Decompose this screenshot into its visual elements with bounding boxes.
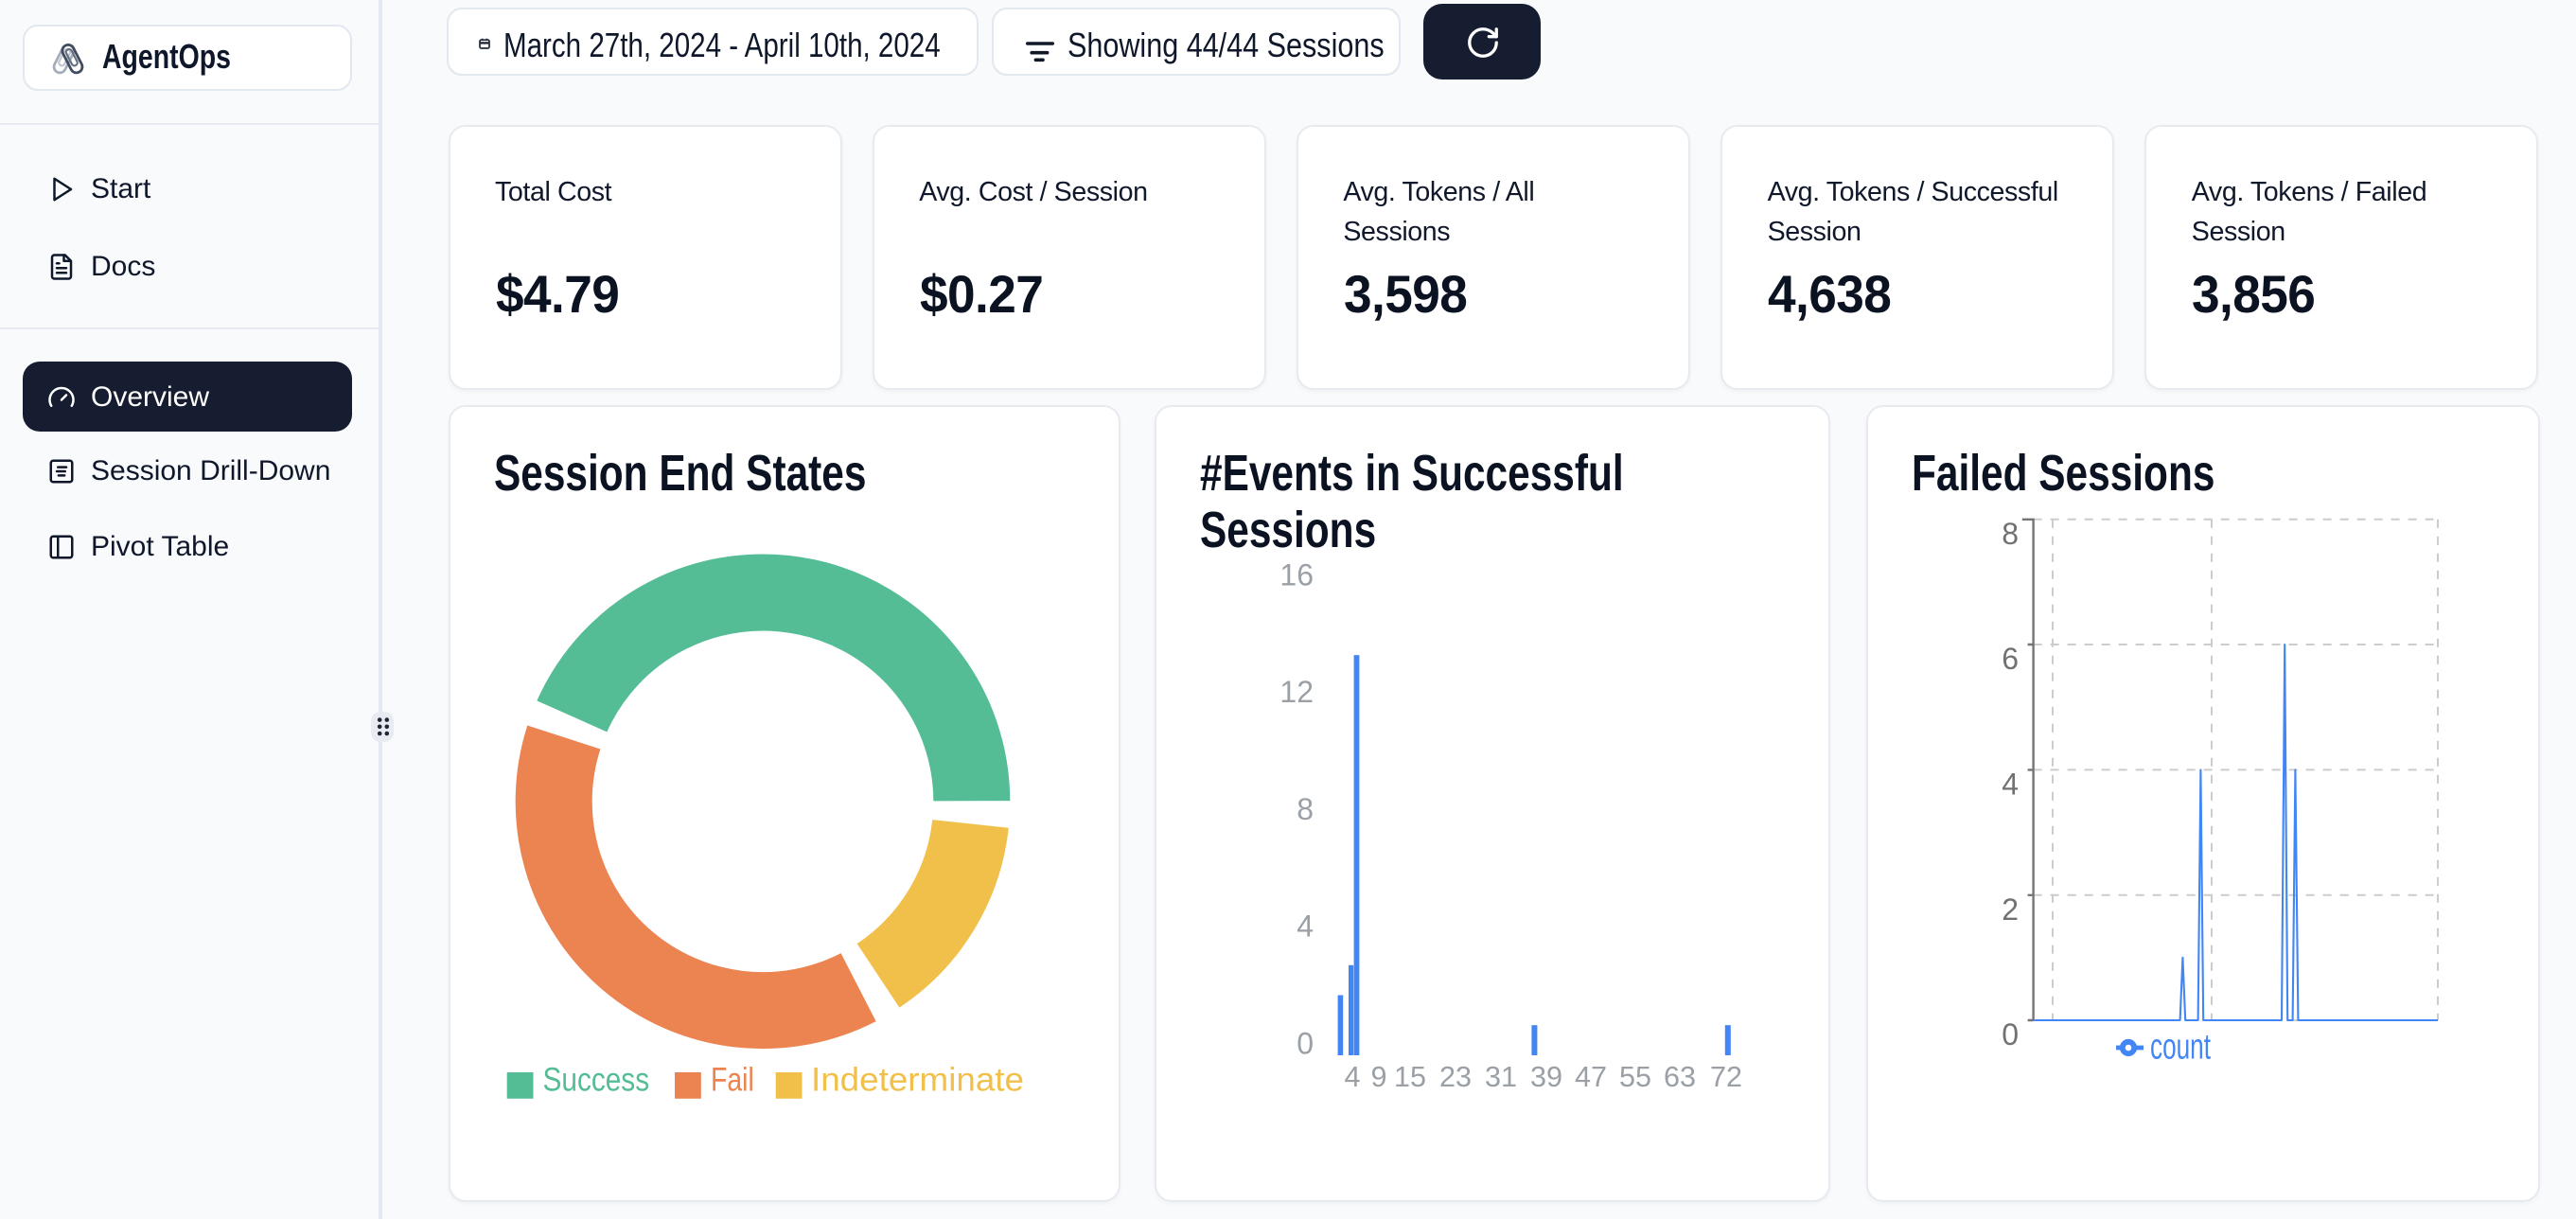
svg-text:Success: Success: [543, 1060, 650, 1097]
svg-text:12: 12: [1279, 674, 1314, 708]
svg-text:4: 4: [1344, 1060, 1360, 1092]
svg-text:Indeterminate: Indeterminate: [811, 1060, 1024, 1097]
svg-text:4: 4: [2002, 766, 2019, 800]
svg-text:6: 6: [2002, 641, 2019, 675]
svg-text:0: 0: [1297, 1025, 1314, 1059]
svg-text:63: 63: [1664, 1060, 1696, 1092]
svg-text:15: 15: [1394, 1060, 1426, 1092]
svg-text:72: 72: [1710, 1060, 1742, 1092]
svg-text:4: 4: [1297, 909, 1314, 943]
svg-text:16: 16: [1279, 556, 1314, 591]
svg-text:8: 8: [2002, 516, 2019, 550]
svg-text:0: 0: [2002, 1016, 2019, 1051]
svg-text:Fail: Fail: [711, 1060, 754, 1097]
svg-text:39: 39: [1530, 1060, 1562, 1092]
svg-text:55: 55: [1619, 1060, 1651, 1092]
svg-text:47: 47: [1575, 1060, 1607, 1092]
svg-text:2: 2: [2002, 892, 2019, 926]
svg-text:23: 23: [1439, 1060, 1472, 1092]
svg-text:9: 9: [1370, 1060, 1386, 1092]
svg-text:31: 31: [1485, 1060, 1517, 1092]
svg-text:8: 8: [1297, 791, 1314, 825]
svg-text:count: count: [2150, 1027, 2211, 1067]
